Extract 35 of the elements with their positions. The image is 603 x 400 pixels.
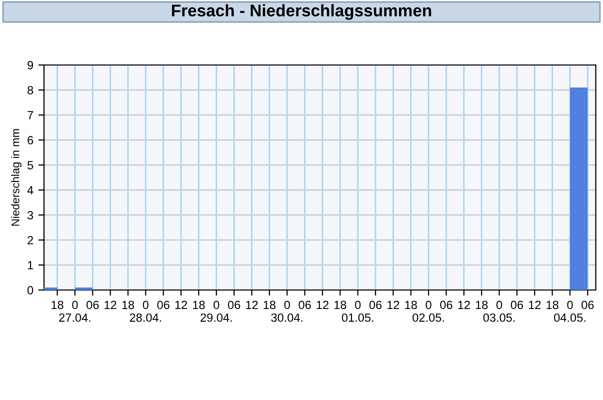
x-tick-label: 18 bbox=[405, 300, 417, 310]
x-tick-label: 18 bbox=[334, 300, 346, 310]
y-tick-label: 1 bbox=[28, 261, 34, 270]
y-tick-label: 5 bbox=[28, 161, 34, 170]
x-tick-label: 12 bbox=[104, 300, 116, 309]
x-tick-label: 12 bbox=[316, 300, 328, 309]
y-tick-label: 2 bbox=[28, 236, 34, 244]
x-tick-label: 12 bbox=[528, 300, 541, 309]
x-tick-label: 12 bbox=[388, 300, 400, 309]
y-tick-label: 4 bbox=[27, 186, 34, 194]
y-tick-label: 0 bbox=[28, 286, 34, 294]
x-tick-label: 06 bbox=[369, 300, 382, 310]
x-tick-label: 18 bbox=[546, 300, 558, 310]
y-tick-label: 6 bbox=[28, 136, 34, 144]
x-tick-label: 18 bbox=[52, 300, 64, 310]
x-tick-label: 06 bbox=[228, 300, 240, 310]
x-tick-label: 18 bbox=[122, 300, 134, 310]
y-tick-label: 3 bbox=[27, 211, 34, 220]
x-tick-label: 12 bbox=[175, 300, 188, 309]
chart-title: Fresach - Niederschlagssummen bbox=[172, 4, 432, 20]
x-tick-label: 18 bbox=[476, 300, 488, 310]
x-tick-label: 12 bbox=[246, 300, 258, 309]
y-tick-label: 9 bbox=[28, 61, 34, 70]
y-tick-label: 8 bbox=[28, 86, 34, 94]
x-tick-label: 06 bbox=[510, 300, 523, 310]
x-tick-label: 06 bbox=[298, 300, 311, 310]
x-tick-label: 06 bbox=[440, 300, 452, 310]
x-tick-label: 12 bbox=[458, 300, 470, 309]
x-tick-label: 06 bbox=[157, 300, 170, 310]
x-tick-label: 06 bbox=[582, 300, 594, 310]
y-axis-title: Niederschlag in mm bbox=[11, 129, 22, 226]
x-tick-label: 18 bbox=[264, 300, 276, 310]
y-tick-label: 7 bbox=[28, 111, 34, 120]
x-tick-label: 06 bbox=[86, 300, 99, 310]
x-tick-label: 18 bbox=[193, 300, 205, 310]
